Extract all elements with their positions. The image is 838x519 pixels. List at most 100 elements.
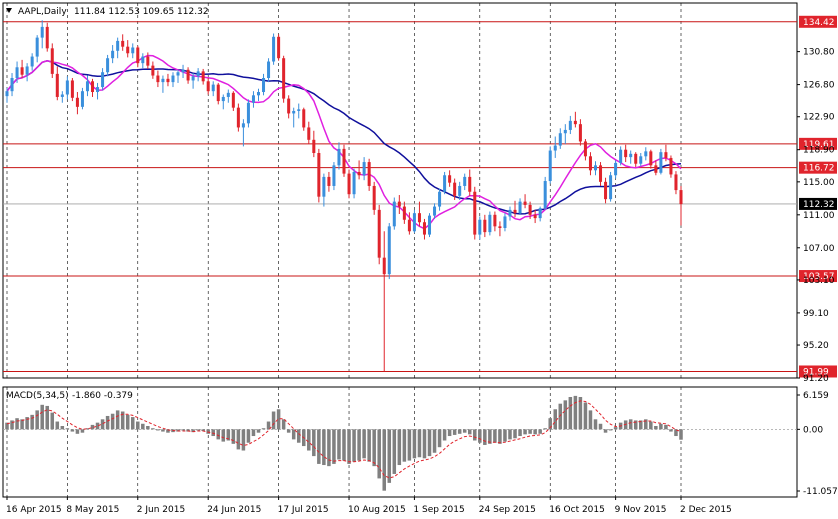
moving-averages: [6, 54, 682, 230]
macd-bar: [120, 411, 125, 430]
macd-bar: [231, 429, 236, 444]
level-label: 103.57: [803, 272, 835, 282]
macd-bar: [447, 429, 452, 437]
macd-bar: [261, 428, 266, 430]
candle: [578, 119, 582, 146]
macd-bar: [166, 429, 170, 433]
candle: [297, 103, 301, 119]
macd-bar: [513, 429, 517, 439]
macd-bar: [473, 429, 477, 441]
candle: [523, 194, 527, 209]
macd-bar: [15, 418, 19, 430]
candle: [10, 73, 14, 97]
candle: [136, 45, 140, 68]
candle-body: [619, 149, 623, 163]
macd-bar: [674, 429, 678, 437]
macd-bar: [85, 428, 90, 430]
macd-panel-border: [2, 386, 798, 498]
macd-bar: [538, 429, 542, 434]
candle-body: [161, 78, 165, 83]
macd-bar: [276, 409, 281, 430]
candle-body: [588, 156, 592, 171]
macd-bar: [649, 421, 653, 430]
macd-bar: [493, 429, 497, 443]
candle-body: [448, 175, 452, 183]
candle: [493, 211, 497, 232]
macd-bar: [90, 424, 95, 430]
candle: [387, 223, 391, 280]
candle-body: [624, 149, 628, 158]
candle: [654, 160, 658, 176]
candle-body: [85, 81, 89, 92]
macd-bar: [216, 429, 221, 440]
candle-body: [327, 176, 331, 186]
candle-body: [548, 150, 552, 182]
macd-bar: [543, 428, 547, 430]
candle-body: [70, 80, 74, 98]
candle: [226, 89, 230, 103]
y-tick-label: 95.20: [803, 341, 829, 351]
candle-body: [121, 40, 125, 47]
x-tick-label: 2 Jun 2015: [137, 505, 185, 515]
macd-bar: [583, 402, 588, 430]
y-tick-label: 130.80: [803, 48, 835, 58]
candle: [634, 152, 638, 168]
candle: [191, 73, 195, 89]
candle-body: [468, 176, 472, 192]
candle: [619, 146, 623, 166]
candle-body: [513, 209, 517, 214]
level-label: 134.42: [803, 18, 835, 28]
candle-body: [604, 181, 608, 200]
candle: [256, 88, 261, 102]
macd-bar: [417, 429, 422, 458]
y-tick-label: 103.10: [803, 276, 835, 286]
macd-bar: [271, 411, 276, 430]
y-tick-label: 91.20: [803, 374, 829, 384]
macd-y-tick-label: 6.159: [803, 391, 829, 401]
level-label-bg: [799, 365, 837, 378]
macd-bar: [75, 429, 80, 434]
macd-bar: [357, 429, 361, 461]
candle-body: [297, 109, 301, 111]
candle-body: [352, 171, 356, 195]
candle-body: [649, 151, 653, 166]
price-panel-border: [2, 2, 798, 379]
candle-body: [201, 71, 205, 82]
candle: [181, 64, 185, 78]
macd-bar: [654, 425, 658, 430]
candle-body: [654, 165, 658, 173]
candle: [206, 78, 210, 95]
candle-body: [609, 175, 613, 200]
candle: [528, 201, 532, 219]
candle: [422, 218, 426, 240]
candle-body: [251, 95, 255, 103]
x-tick-label: 9 Nov 2015: [615, 505, 667, 515]
candle: [362, 157, 366, 181]
macd-bar: [422, 429, 427, 459]
macd-bar: [181, 429, 185, 431]
macd-bar: [392, 429, 397, 474]
current-price-label-bg: [799, 197, 837, 210]
candle-body: [256, 92, 261, 96]
candle-body: [292, 110, 296, 114]
candle-body: [538, 208, 542, 219]
candle-body: [528, 204, 532, 215]
x-tick-label: 2 Dec 2015: [680, 505, 732, 515]
candle-body: [568, 120, 572, 130]
candle: [35, 35, 39, 63]
candle: [357, 160, 361, 180]
candle-body: [307, 127, 311, 140]
macd-bar: [633, 420, 638, 430]
candle-body: [191, 76, 195, 81]
candle-body: [357, 171, 361, 176]
candle: [201, 68, 205, 85]
candle-body: [10, 78, 14, 92]
candle: [75, 92, 79, 115]
macd-bar: [266, 421, 271, 430]
candle: [216, 82, 220, 105]
candle-body: [669, 157, 673, 175]
triangle-down-icon[interactable]: [6, 8, 12, 13]
candle: [412, 209, 416, 233]
candle: [151, 61, 155, 79]
candle-body: [60, 94, 64, 97]
